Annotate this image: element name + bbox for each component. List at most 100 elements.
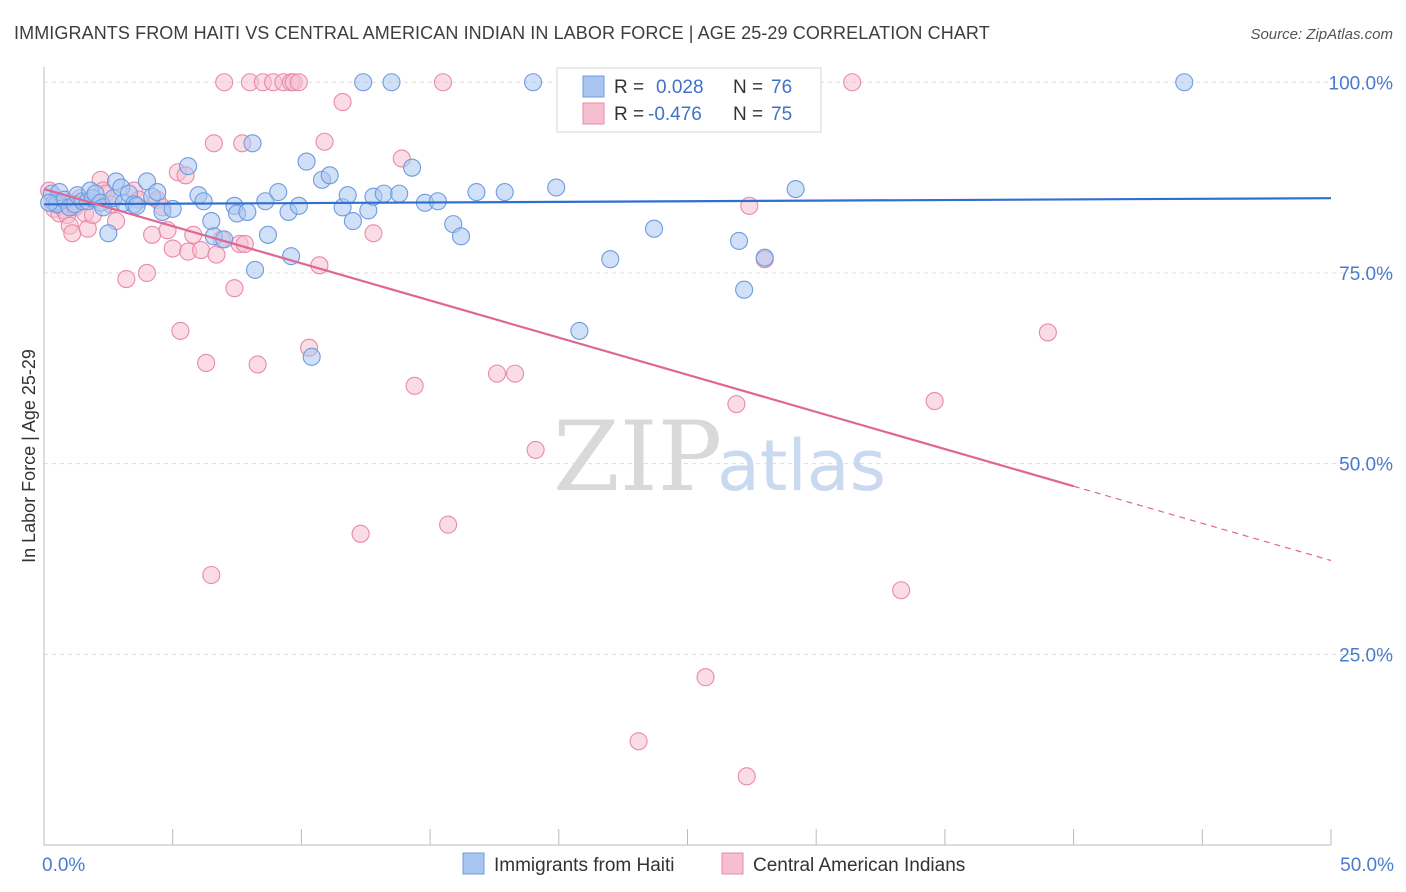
stats-swatch-cai (582, 102, 605, 125)
stats-n-label-haiti: N = (733, 77, 763, 98)
data-point (451, 227, 471, 246)
trend-line-haiti (43, 197, 1332, 206)
data-point (179, 157, 198, 176)
y-tick-labels: 25.0% 50.0% 75.0% 100.0% (1329, 73, 1394, 666)
data-point (215, 73, 234, 92)
data-point (99, 224, 118, 243)
data-point (547, 178, 566, 197)
data-point (256, 192, 275, 211)
data-point (892, 581, 911, 600)
trend-line-cai (43, 187, 1074, 488)
y-tick-label: 25.0% (1339, 645, 1393, 666)
data-point (570, 321, 589, 340)
data-point (351, 524, 370, 543)
data-point (729, 231, 749, 250)
data-point (786, 179, 805, 199)
data-point (202, 565, 221, 585)
data-point (282, 247, 301, 266)
legend-swatch-cai (721, 852, 744, 875)
chart-title: IMMIGRANTS FROM HAITI VS CENTRAL AMERICA… (14, 23, 990, 43)
stats-r-label-cai: R = (614, 104, 644, 125)
data-point (238, 202, 257, 221)
watermark: ZIP atlas (553, 401, 886, 513)
y-tick-label: 75.0% (1339, 264, 1393, 285)
data-point (364, 224, 383, 243)
data-point (354, 73, 373, 92)
data-point (202, 212, 221, 231)
data-point (629, 732, 648, 751)
data-point (1175, 73, 1194, 92)
data-point (390, 184, 409, 203)
data-point (382, 73, 401, 92)
data-point (338, 186, 357, 205)
data-point (524, 73, 543, 92)
data-point (495, 183, 514, 202)
gridlines (44, 81, 1391, 655)
data-point (735, 280, 754, 299)
watermark-atlas: atlas (717, 425, 886, 507)
data-point (269, 183, 288, 202)
stats-r-value-haiti: 0.028 (656, 77, 704, 98)
data-point (737, 767, 756, 786)
stats-r-label-haiti: R = (614, 77, 644, 98)
data-point (225, 279, 244, 298)
data-point (374, 184, 393, 203)
data-point (289, 73, 308, 92)
y-tick-label: 50.0% (1339, 455, 1393, 476)
data-point (526, 440, 545, 459)
stats-n-value-haiti: 76 (771, 77, 792, 98)
series-immigrants-from-haiti (40, 73, 1194, 366)
data-point (644, 219, 664, 238)
data-point (197, 353, 216, 372)
legend-label-cai: Central American Indians (753, 855, 965, 876)
data-point (343, 212, 362, 231)
stats-box: R = 0.028 N = 76 R = -0.476 N = 75 (556, 67, 822, 133)
data-point (235, 234, 254, 254)
data-point (925, 392, 944, 411)
data-point (315, 132, 334, 151)
x-tick-label-min: 0.0% (42, 855, 85, 876)
data-point (320, 166, 339, 185)
data-point (727, 395, 746, 414)
data-point (297, 152, 316, 171)
data-point (63, 224, 82, 243)
data-point (163, 239, 182, 258)
data-point (505, 364, 525, 383)
stats-n-label-cai: N = (733, 104, 763, 125)
data-point (428, 192, 447, 211)
data-point (194, 192, 213, 211)
legend-label-haiti: Immigrants from Haiti (494, 855, 675, 876)
data-point (127, 196, 146, 215)
data-point (137, 263, 157, 282)
data-point (243, 134, 262, 153)
data-point (696, 668, 715, 687)
data-point (143, 225, 162, 244)
data-point (171, 321, 190, 340)
data-point (204, 134, 223, 153)
data-point (117, 269, 136, 289)
data-point (439, 515, 458, 534)
data-point (191, 241, 211, 260)
data-point (258, 225, 277, 244)
legend-swatch-haiti (462, 852, 485, 875)
y-axis-label: In Labor Force | Age 25-29 (19, 349, 39, 563)
data-point (302, 347, 321, 366)
data-point (333, 93, 352, 112)
stats-r-value-cai: -0.476 (648, 104, 702, 125)
legend: Immigrants from Haiti Central American I… (462, 852, 965, 876)
data-point (40, 193, 59, 212)
data-point (433, 73, 453, 92)
series-central-american-indians (40, 73, 1057, 786)
x-tick-label-max: 50.0% (1340, 855, 1394, 876)
trend-line-cai-extrapolated (1073, 485, 1332, 562)
data-point (289, 196, 308, 215)
data-point (403, 158, 422, 177)
data-point (148, 183, 167, 202)
data-point (467, 183, 486, 202)
data-point (755, 248, 774, 267)
data-point (405, 376, 424, 395)
stats-n-value-cai: 75 (771, 104, 792, 125)
data-point (487, 364, 507, 383)
stats-swatch-haiti (582, 75, 605, 98)
